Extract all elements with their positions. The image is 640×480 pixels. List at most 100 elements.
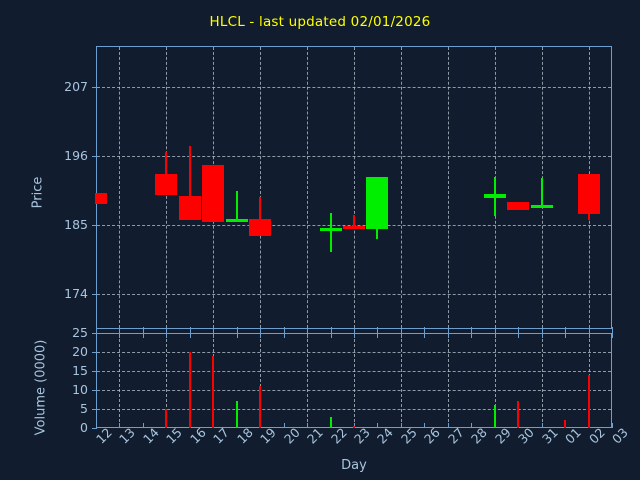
candle-body xyxy=(97,193,107,204)
x-tick xyxy=(213,333,214,338)
x-tick-label: 15 xyxy=(163,424,185,447)
x-tick xyxy=(354,423,355,428)
volume-tick-label: 15 xyxy=(72,363,88,378)
x-tick-label: 18 xyxy=(234,424,256,447)
volume-bar xyxy=(259,386,261,428)
x-tick xyxy=(190,327,191,333)
volume-tick xyxy=(92,409,97,410)
volume-tick-label: 20 xyxy=(72,344,88,359)
x-tick-label: 23 xyxy=(351,424,373,447)
x-tick xyxy=(307,327,308,333)
volume-tick-label: 0 xyxy=(80,420,88,435)
candle-wick xyxy=(189,146,191,220)
x-tick xyxy=(495,327,496,333)
price-tick-label: 196 xyxy=(64,148,88,163)
candle-wick xyxy=(541,178,543,208)
x-tick xyxy=(307,423,308,428)
x-tick xyxy=(377,423,378,428)
x-tick xyxy=(96,327,97,333)
volume-bar xyxy=(189,352,191,428)
x-tick xyxy=(166,333,167,338)
x-tick xyxy=(518,333,519,338)
candle-body xyxy=(366,177,388,229)
x-tick xyxy=(119,333,120,338)
candle-body xyxy=(531,205,553,208)
volume-bar xyxy=(212,356,214,428)
volume-tick xyxy=(92,428,97,429)
volume-bar xyxy=(564,420,566,428)
x-tick xyxy=(424,423,425,428)
x-tick-label: 26 xyxy=(421,424,443,447)
x-tick xyxy=(284,327,285,333)
x-tick-label: 24 xyxy=(374,424,396,447)
x-tick xyxy=(495,333,496,338)
x-tick xyxy=(401,423,402,428)
volume-bar xyxy=(353,426,355,428)
x-tick xyxy=(96,333,97,338)
x-tick-label: 27 xyxy=(445,424,467,447)
x-tick xyxy=(166,327,167,333)
x-tick xyxy=(260,333,261,338)
volume-tick xyxy=(92,390,97,391)
x-tick-label: 02 xyxy=(586,424,608,447)
x-tick xyxy=(401,327,402,333)
price-tick-label: 185 xyxy=(64,217,88,232)
x-tick xyxy=(424,333,425,338)
volume-bar xyxy=(494,405,496,428)
x-tick xyxy=(565,333,566,338)
price-tick-label: 174 xyxy=(64,286,88,301)
x-tick xyxy=(448,423,449,428)
candle-body xyxy=(179,196,201,220)
x-tick xyxy=(237,327,238,333)
x-tick-label: 19 xyxy=(257,424,279,447)
candle-wick xyxy=(259,197,261,236)
x-tick-label: 25 xyxy=(398,424,420,447)
x-tick xyxy=(354,333,355,338)
x-tick xyxy=(237,333,238,338)
x-tick xyxy=(213,327,214,333)
x-tick xyxy=(96,423,97,428)
volume-tick-label: 10 xyxy=(72,382,88,397)
volume-tick xyxy=(92,333,97,334)
x-tick-label: 14 xyxy=(140,424,162,447)
volume-tick-label: 5 xyxy=(80,401,88,416)
x-tick xyxy=(190,333,191,338)
volume-tick xyxy=(92,371,97,372)
x-tick-label: 28 xyxy=(468,424,490,447)
x-tick xyxy=(377,333,378,338)
x-tick xyxy=(589,327,590,333)
volume-tick xyxy=(92,352,97,353)
x-tick xyxy=(284,423,285,428)
x-tick-label: 03 xyxy=(609,424,631,447)
price-tick xyxy=(92,156,97,157)
x-tick xyxy=(542,327,543,333)
volume-bar xyxy=(330,417,332,428)
x-tick xyxy=(471,333,472,338)
x-tick xyxy=(518,327,519,333)
x-tick xyxy=(260,327,261,333)
candle-body xyxy=(226,219,248,222)
x-tick xyxy=(143,423,144,428)
x-tick xyxy=(612,327,613,333)
volume-bar xyxy=(236,401,238,428)
candle-wick xyxy=(95,193,97,204)
price-tick xyxy=(92,87,97,88)
x-tick-label: 31 xyxy=(539,424,561,447)
x-tick xyxy=(612,423,613,428)
volume-plot-area xyxy=(96,333,612,428)
x-tick-label: 29 xyxy=(492,424,514,447)
price-tick-label: 207 xyxy=(64,79,88,94)
x-tick xyxy=(143,333,144,338)
candle-wick xyxy=(353,215,355,229)
candle-wick xyxy=(330,213,332,252)
x-tick xyxy=(589,333,590,338)
x-tick-label: 30 xyxy=(515,424,537,447)
candle-body xyxy=(155,174,177,195)
x-tick xyxy=(331,333,332,338)
x-tick xyxy=(284,333,285,338)
x-tick xyxy=(448,333,449,338)
candle-body xyxy=(320,228,342,231)
candle-wick xyxy=(165,152,167,194)
x-tick xyxy=(307,333,308,338)
